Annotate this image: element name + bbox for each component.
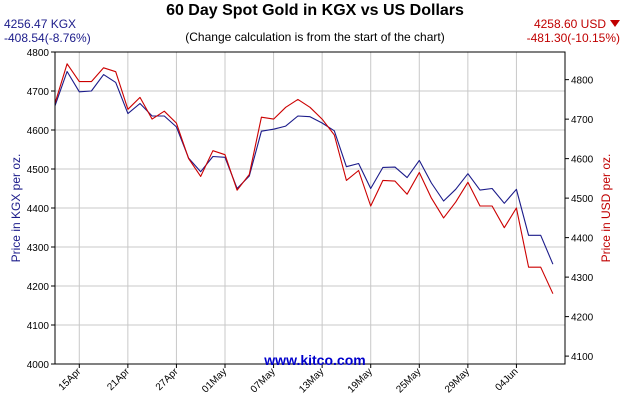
x-tick-label: 01May <box>200 366 229 395</box>
y-left-tick-label: 4200 <box>27 282 50 293</box>
y-left-tick-label: 4600 <box>27 126 50 137</box>
x-axis: 15Apr 21Apr 27Apr 01May 07May 13May 19May 25May… <box>57 364 521 395</box>
series-layer <box>54 63 554 294</box>
triangle-down-icon <box>610 20 620 27</box>
x-tick-label: 19May <box>346 366 375 395</box>
x-tick-label: 25May <box>394 366 423 395</box>
y-left-tick-label: 4400 <box>27 204 50 215</box>
left-axis: 4000 4100 4200 4300 4400 4500 4600 4700 4800 <box>27 48 55 371</box>
y-left-tick-label: 4800 <box>27 48 50 59</box>
y-right-tick-label: 4500 <box>571 194 594 205</box>
x-tick-label: 29May <box>443 366 472 395</box>
y-right-tick-label: 4200 <box>571 313 594 324</box>
y-right-tick-label: 4800 <box>571 76 594 87</box>
y-right-axis-label: Price in USD per oz. <box>599 154 613 263</box>
y-right-tick-label: 4600 <box>571 155 594 166</box>
y-right-tick-label: 4300 <box>571 273 594 284</box>
y-left-tick-label: 4000 <box>27 360 50 371</box>
y-left-tick-label: 4300 <box>27 243 50 254</box>
chart-subtitle: (Change calculation is from the start of… <box>185 30 445 44</box>
y-left-axis-label: Price in KGX per oz. <box>9 154 23 263</box>
kgx-series-line <box>54 70 554 265</box>
kgx-change: -408.54(-8.76%) <box>4 31 91 45</box>
chart-title: 60 Day Spot Gold in KGX vs US Dollars <box>166 2 464 19</box>
right-axis: 4100 4200 4300 4400 4500 4600 4700 4800 <box>565 76 594 363</box>
x-tick-label: 27Apr <box>154 366 181 393</box>
y-left-tick-label: 4700 <box>27 87 50 98</box>
usd-series-line <box>54 63 554 294</box>
usd-change: -481.30(-10.15%) <box>526 31 620 45</box>
y-right-tick-label: 4400 <box>571 234 594 245</box>
kgx-price: 4256.47 KGX <box>4 17 77 31</box>
x-tick-label: 04Jun <box>494 366 521 393</box>
y-left-tick-label: 4100 <box>27 321 50 332</box>
y-right-tick-label: 4100 <box>571 352 594 363</box>
x-tick-label: 21Apr <box>105 366 132 393</box>
grid-lines <box>55 51 565 365</box>
usd-price-row: 4258.60 USD <box>534 17 620 31</box>
x-tick-label: 07May <box>249 366 278 395</box>
watermark-link[interactable]: www.kitco.com <box>264 352 366 368</box>
x-tick-label: 15Apr <box>57 366 84 393</box>
y-left-tick-label: 4500 <box>27 165 50 176</box>
usd-price: 4258.60 USD <box>533 17 606 31</box>
x-tick-label: 13May <box>297 366 326 395</box>
y-right-tick-label: 4700 <box>571 115 594 126</box>
